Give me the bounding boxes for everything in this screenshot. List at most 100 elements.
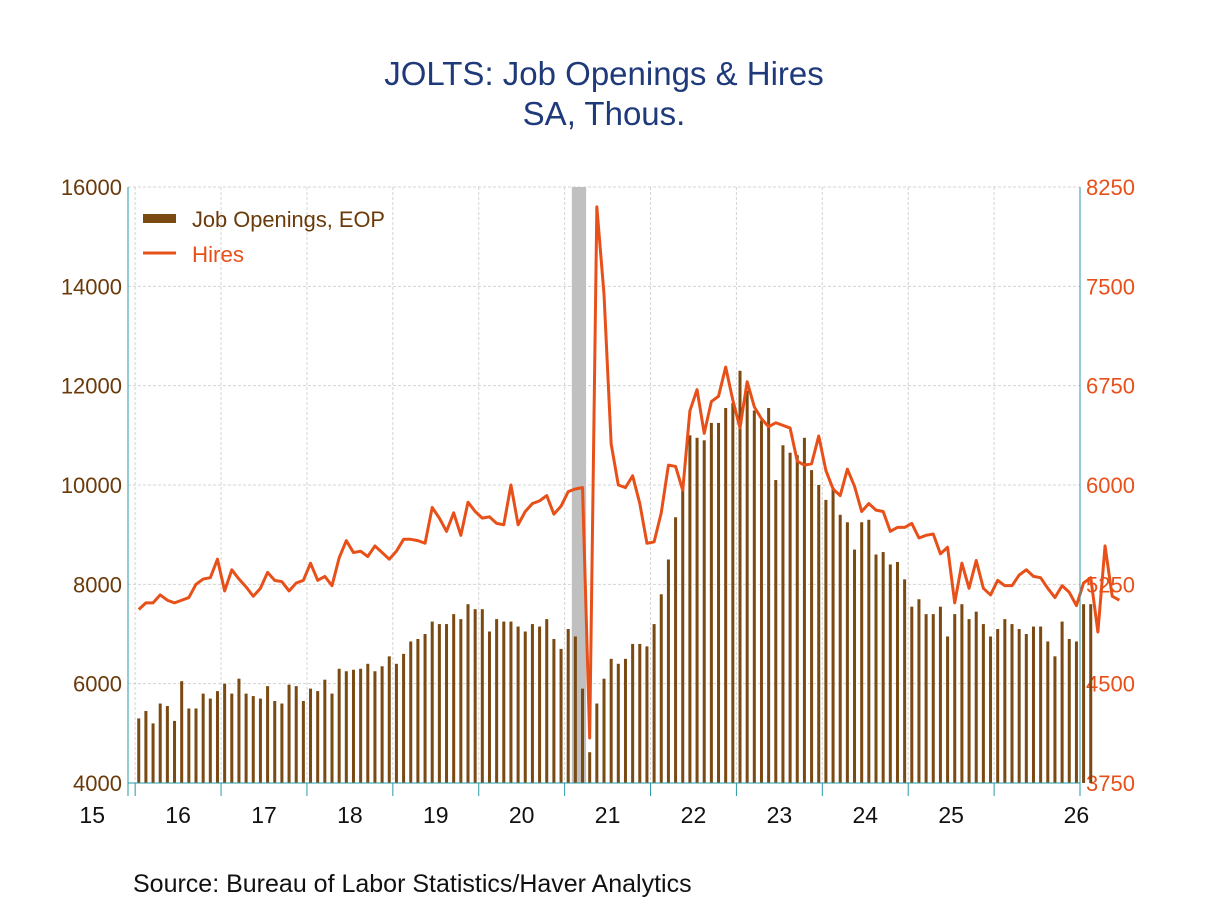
- bar-job-openings: [366, 663, 370, 783]
- x-tick-label: 23: [767, 802, 793, 828]
- bar-job-openings: [659, 594, 663, 783]
- bar-job-openings: [895, 561, 899, 783]
- bar-job-openings: [802, 437, 806, 783]
- bar-job-openings: [638, 643, 642, 783]
- bar-job-openings: [294, 686, 298, 783]
- bar-job-openings: [1074, 641, 1078, 783]
- bar-job-openings: [538, 626, 542, 783]
- bar-job-openings: [459, 619, 463, 783]
- bar-job-openings: [931, 614, 935, 783]
- right-tick-label: 8250: [1086, 175, 1135, 200]
- bar-job-openings: [981, 624, 985, 783]
- bar-job-openings: [323, 679, 327, 783]
- bar-job-openings: [602, 678, 606, 783]
- bar-job-openings: [266, 686, 270, 783]
- bar-job-openings: [588, 752, 592, 783]
- bar-job-openings: [903, 579, 907, 783]
- right-tick-label: 6000: [1086, 473, 1135, 498]
- bar-job-openings: [208, 698, 212, 783]
- bar-job-openings: [623, 658, 627, 783]
- bar-job-openings: [545, 619, 549, 783]
- bar-job-openings: [774, 480, 778, 783]
- bar-job-openings: [838, 514, 842, 783]
- bar-job-openings: [495, 619, 499, 783]
- bar-job-openings: [309, 688, 313, 783]
- bar-job-openings: [631, 643, 635, 783]
- bar-job-openings: [230, 693, 234, 783]
- x-tick-label: 25: [938, 802, 964, 828]
- line-hires: [137, 205, 1121, 740]
- bar-job-openings: [853, 549, 857, 783]
- bar-job-openings: [645, 646, 649, 783]
- bar-job-openings: [437, 624, 441, 783]
- x-tick-label: 16: [165, 802, 191, 828]
- bar-job-openings: [180, 681, 184, 783]
- bar-job-openings: [394, 663, 398, 783]
- recession-shading: [571, 187, 587, 783]
- bar-job-openings: [273, 701, 277, 783]
- bar-job-openings: [316, 691, 320, 783]
- bar-job-openings: [187, 708, 191, 783]
- bar-job-openings: [974, 611, 978, 783]
- legend-label-openings: Job Openings, EOP: [192, 207, 385, 232]
- bar-job-openings: [258, 698, 262, 783]
- bar-job-openings: [953, 614, 957, 783]
- bar-job-openings: [194, 708, 198, 783]
- bar-job-openings: [759, 420, 763, 783]
- bar-job-openings: [917, 599, 921, 783]
- bar-job-openings: [731, 403, 735, 783]
- bar-job-openings: [359, 668, 363, 783]
- bar-job-openings: [989, 636, 993, 783]
- bar-job-openings: [960, 604, 964, 783]
- bar-job-openings: [559, 648, 563, 783]
- bar-job-openings: [509, 621, 513, 783]
- chart-title: JOLTS: Job Openings & Hires: [384, 55, 824, 92]
- bar-job-openings: [1060, 621, 1064, 783]
- bar-job-openings: [487, 631, 491, 783]
- chart-subtitle: SA, Thous.: [522, 95, 686, 132]
- x-tick-label: 26: [1064, 802, 1090, 828]
- bar-job-openings: [430, 621, 434, 783]
- bar-job-openings: [402, 653, 406, 783]
- bar-job-openings: [530, 624, 534, 783]
- x-tick-label: 20: [509, 802, 535, 828]
- bar-job-openings: [666, 559, 670, 783]
- bar-job-openings: [502, 621, 506, 783]
- bar-job-openings: [695, 437, 699, 783]
- bar-job-openings: [938, 606, 942, 783]
- bar-job-openings: [752, 410, 756, 783]
- bar-job-openings: [344, 671, 348, 783]
- bar-job-openings: [910, 606, 914, 783]
- bar-job-openings: [1089, 604, 1093, 783]
- bar-job-openings: [158, 703, 162, 783]
- bar-job-openings: [1046, 641, 1050, 783]
- bar-job-openings: [466, 604, 470, 783]
- right-tick-label: 4500: [1086, 672, 1135, 697]
- bar-job-openings: [201, 693, 205, 783]
- bar-job-openings: [173, 720, 177, 783]
- bar-job-openings: [674, 517, 678, 783]
- left-tick-label: 6000: [73, 672, 122, 697]
- x-tick-label: 18: [337, 802, 363, 828]
- bar-job-openings: [137, 718, 141, 783]
- bar-job-openings: [709, 422, 713, 783]
- bar-job-openings: [1024, 634, 1028, 783]
- bar-job-openings: [831, 487, 835, 783]
- bar-job-openings: [523, 631, 527, 783]
- bar-job-openings: [581, 688, 585, 783]
- bar-job-openings: [924, 614, 928, 783]
- bar-job-openings: [888, 564, 892, 783]
- left-tick-label: 12000: [61, 374, 122, 399]
- bar-job-openings: [1067, 638, 1071, 783]
- bar-job-openings: [860, 522, 864, 783]
- bar-job-openings: [1039, 626, 1043, 783]
- bar-job-openings: [566, 629, 570, 783]
- x-tick-label: 19: [423, 802, 449, 828]
- bar-job-openings: [810, 470, 814, 783]
- bar-job-openings: [144, 710, 148, 783]
- bar-job-openings: [280, 703, 284, 783]
- bar-job-openings: [445, 624, 449, 783]
- bar-job-openings: [1031, 626, 1035, 783]
- bar-job-openings: [967, 619, 971, 783]
- bar-job-openings: [616, 663, 620, 783]
